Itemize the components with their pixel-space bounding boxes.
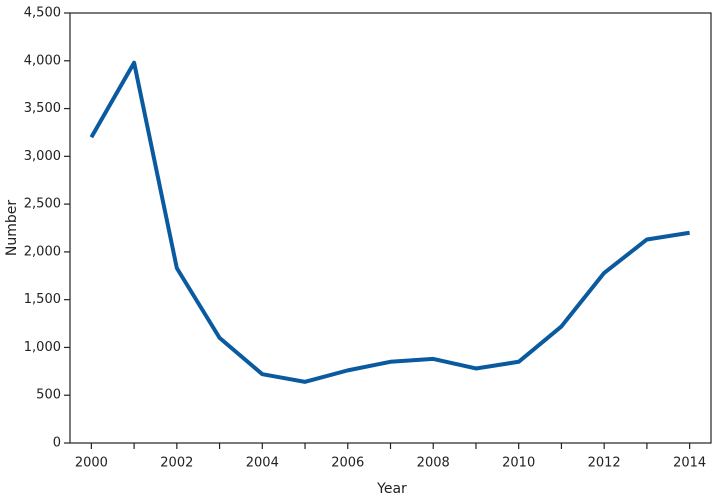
x-tick-label: 2006 (331, 456, 364, 471)
x-tick-label: 2014 (673, 456, 706, 471)
x-axis-label: Year (376, 481, 407, 497)
y-tick-label: 0 (53, 436, 61, 451)
x-tick-label: 2004 (246, 456, 279, 471)
y-tick-label: 3,000 (24, 149, 61, 164)
y-tick-label: 2,000 (24, 244, 61, 259)
x-tick-label: 2010 (502, 456, 535, 471)
y-tick-label: 4,000 (24, 53, 61, 68)
y-tick-label: 1,500 (24, 292, 61, 307)
plot-frame (69, 12, 712, 444)
y-tick-label: 4,500 (24, 6, 61, 21)
y-tick-label: 1,000 (24, 340, 61, 355)
x-tick-label: 2008 (417, 456, 450, 471)
y-axis-label: Number (4, 200, 20, 256)
data-line (89, 60, 690, 384)
y-tick-label: 2,500 (24, 197, 61, 212)
y-tick-label: 500 (36, 388, 61, 403)
y-tick-label: 3,500 (24, 101, 61, 116)
x-tick-label: 2000 (75, 456, 108, 471)
x-tick-label: 2012 (588, 456, 621, 471)
x-tick-label: 2002 (160, 456, 193, 471)
